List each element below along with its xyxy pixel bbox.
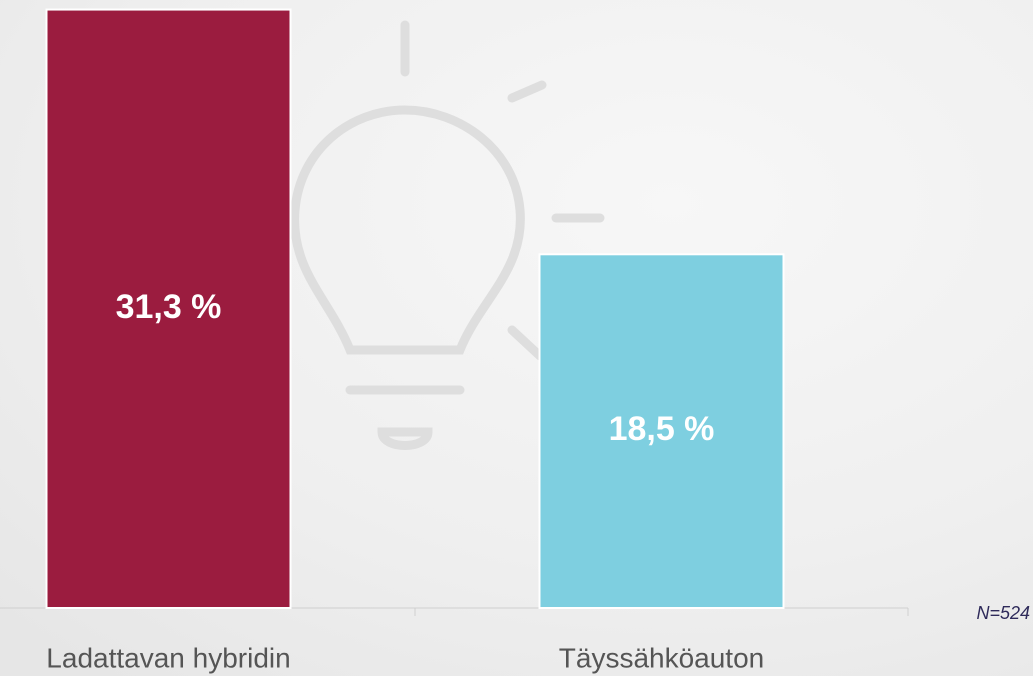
x-tick-label: Täyssähköauton xyxy=(559,642,764,673)
data-label: 31,3 % xyxy=(116,288,222,326)
data-label: 18,5 % xyxy=(609,410,715,448)
x-tick-label: Ladattavan hybridin xyxy=(46,642,290,673)
sample-size-note: N=524 xyxy=(976,603,1030,623)
chart: N=524 31,3 % Ladattavan hybridin 18,5 % Täy… xyxy=(0,0,1033,676)
page: {"chart_data": {"type": "bar", "categori… xyxy=(0,0,1033,676)
